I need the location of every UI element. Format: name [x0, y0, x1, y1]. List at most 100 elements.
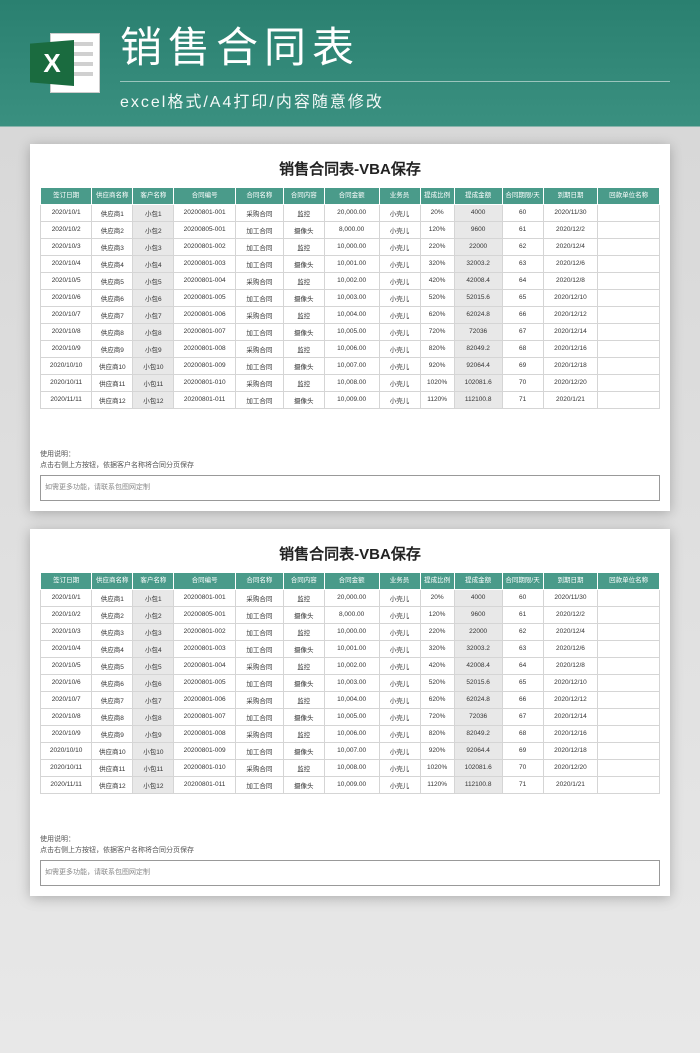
table-cell: 20200801-007: [174, 708, 236, 725]
table-cell: 20200801-007: [174, 323, 236, 340]
table-cell: 20200801-009: [174, 742, 236, 759]
table-cell: 2020/10/3: [41, 238, 92, 255]
table-cell: 小包7: [133, 691, 174, 708]
table-cell: 102081.6: [454, 759, 502, 776]
table-cell: [598, 238, 660, 255]
table-cell: 20200801-004: [174, 272, 236, 289]
table-cell: 2020/1/21: [543, 391, 598, 408]
table-cell: 加工合同: [235, 255, 283, 272]
table-cell: 10,005.00: [324, 708, 379, 725]
table-body: 2020/10/1供应商1小包120200801-001采购合同监控20,000…: [41, 204, 660, 408]
table-cell: 10,002.00: [324, 657, 379, 674]
table-cell: 20%: [420, 589, 454, 606]
table-cell: 2020/10/8: [41, 708, 92, 725]
table-cell: 20200801-004: [174, 657, 236, 674]
table-header-cell: 回款单位名称: [598, 573, 660, 590]
table-cell: 采购合同: [235, 759, 283, 776]
table-cell: 62024.8: [454, 306, 502, 323]
table-cell: 采购合同: [235, 204, 283, 221]
table-header-cell: 签订日期: [41, 573, 92, 590]
table-cell: [598, 623, 660, 640]
table-cell: 采购合同: [235, 306, 283, 323]
table-cell: [598, 725, 660, 742]
table-cell: 10,007.00: [324, 357, 379, 374]
table-cell: 66: [502, 691, 543, 708]
table-cell: 420%: [420, 272, 454, 289]
table-cell: 2020/10/4: [41, 255, 92, 272]
table-cell: 20200801-006: [174, 691, 236, 708]
note-label: 使用说明：: [40, 449, 660, 460]
table-cell: 小包6: [133, 674, 174, 691]
table-cell: 820%: [420, 725, 454, 742]
table-cell: 小壳儿: [379, 742, 420, 759]
table-cell: 2020/12/4: [543, 623, 598, 640]
table-cell: 监控: [283, 306, 324, 323]
table-cell: 2020/11/30: [543, 589, 598, 606]
table-cell: 82049.2: [454, 725, 502, 742]
table-cell: 加工合同: [235, 323, 283, 340]
table-cell: 32003.2: [454, 255, 502, 272]
table-cell: 10,003.00: [324, 674, 379, 691]
table-cell: 20200801-001: [174, 204, 236, 221]
table-cell: 供应商10: [92, 357, 133, 374]
table-cell: 1120%: [420, 391, 454, 408]
table-cell: 10,009.00: [324, 391, 379, 408]
table-cell: 22000: [454, 238, 502, 255]
table-header-cell: 合同内容: [283, 188, 324, 205]
table-cell: 监控: [283, 623, 324, 640]
table-cell: 63: [502, 255, 543, 272]
table-cell: 供应商12: [92, 776, 133, 793]
table-cell: 2020/12/6: [543, 255, 598, 272]
table-cell: 20200801-005: [174, 289, 236, 306]
table-row: 2020/10/1供应商1小包120200801-001采购合同监控20,000…: [41, 204, 660, 221]
table-cell: 小包6: [133, 289, 174, 306]
table-cell: 102081.6: [454, 374, 502, 391]
table-header-cell: 提成金额: [454, 573, 502, 590]
table-row: 2020/10/10供应商10小包1020200801-009加工合同摄像头10…: [41, 357, 660, 374]
table-cell: 10,004.00: [324, 306, 379, 323]
table-cell: 小壳儿: [379, 340, 420, 357]
table-row: 2020/10/1供应商1小包120200801-001采购合同监控20,000…: [41, 589, 660, 606]
table-row: 2020/10/2供应商2小包220200805-001加工合同摄像头8,000…: [41, 221, 660, 238]
table-cell: 10,001.00: [324, 255, 379, 272]
table-cell: 67: [502, 323, 543, 340]
table-cell: 供应商7: [92, 306, 133, 323]
table-cell: 摄像头: [283, 640, 324, 657]
table-cell: 小包10: [133, 357, 174, 374]
table-cell: 采购合同: [235, 374, 283, 391]
notes-section: 使用说明： 点击右侧上方按钮，依据客户名称将合同分页保存 如需更多功能，请联系包…: [40, 834, 660, 886]
table-cell: 62: [502, 623, 543, 640]
notes-section: 使用说明： 点击右侧上方按钮，依据客户名称将合同分页保存 如需更多功能，请联系包…: [40, 449, 660, 501]
table-cell: 20%: [420, 204, 454, 221]
table-row: 2020/11/11供应商12小包1220200801-011加工合同摄像头10…: [41, 776, 660, 793]
table-cell: 摄像头: [283, 289, 324, 306]
table-cell: 2020/10/2: [41, 221, 92, 238]
table-cell: 加工合同: [235, 238, 283, 255]
table-cell: 供应商4: [92, 640, 133, 657]
table-header-cell: 合同期限/天: [502, 188, 543, 205]
table-cell: 小包5: [133, 272, 174, 289]
table-cell: 小包3: [133, 238, 174, 255]
table-row: 2020/10/8供应商8小包820200801-007加工合同摄像头10,00…: [41, 708, 660, 725]
table-cell: 10,006.00: [324, 725, 379, 742]
table-cell: 小壳儿: [379, 255, 420, 272]
table-cell: 小壳儿: [379, 323, 420, 340]
table-cell: 供应商3: [92, 238, 133, 255]
table-cell: 70: [502, 759, 543, 776]
table-cell: 2020/10/10: [41, 357, 92, 374]
table-cell: 20200801-011: [174, 391, 236, 408]
table-row: 2020/10/5供应商5小包520200801-004采购合同监控10,002…: [41, 272, 660, 289]
table-cell: 采购合同: [235, 725, 283, 742]
table-row: 2020/10/7供应商7小包720200801-006采购合同监控10,004…: [41, 306, 660, 323]
table-header-cell: 签订日期: [41, 188, 92, 205]
table-cell: 监控: [283, 657, 324, 674]
table-cell: 1120%: [420, 776, 454, 793]
table-cell: 20200801-009: [174, 357, 236, 374]
table-cell: 加工合同: [235, 708, 283, 725]
table-cell: [598, 306, 660, 323]
table-cell: [598, 204, 660, 221]
contract-table: 签订日期供应商名称客户名称合同编号合同名称合同内容合同金额业务员提成比例提成金额…: [40, 572, 660, 794]
table-cell: 供应商1: [92, 204, 133, 221]
table-cell: 小包9: [133, 340, 174, 357]
table-header-cell: 业务员: [379, 188, 420, 205]
